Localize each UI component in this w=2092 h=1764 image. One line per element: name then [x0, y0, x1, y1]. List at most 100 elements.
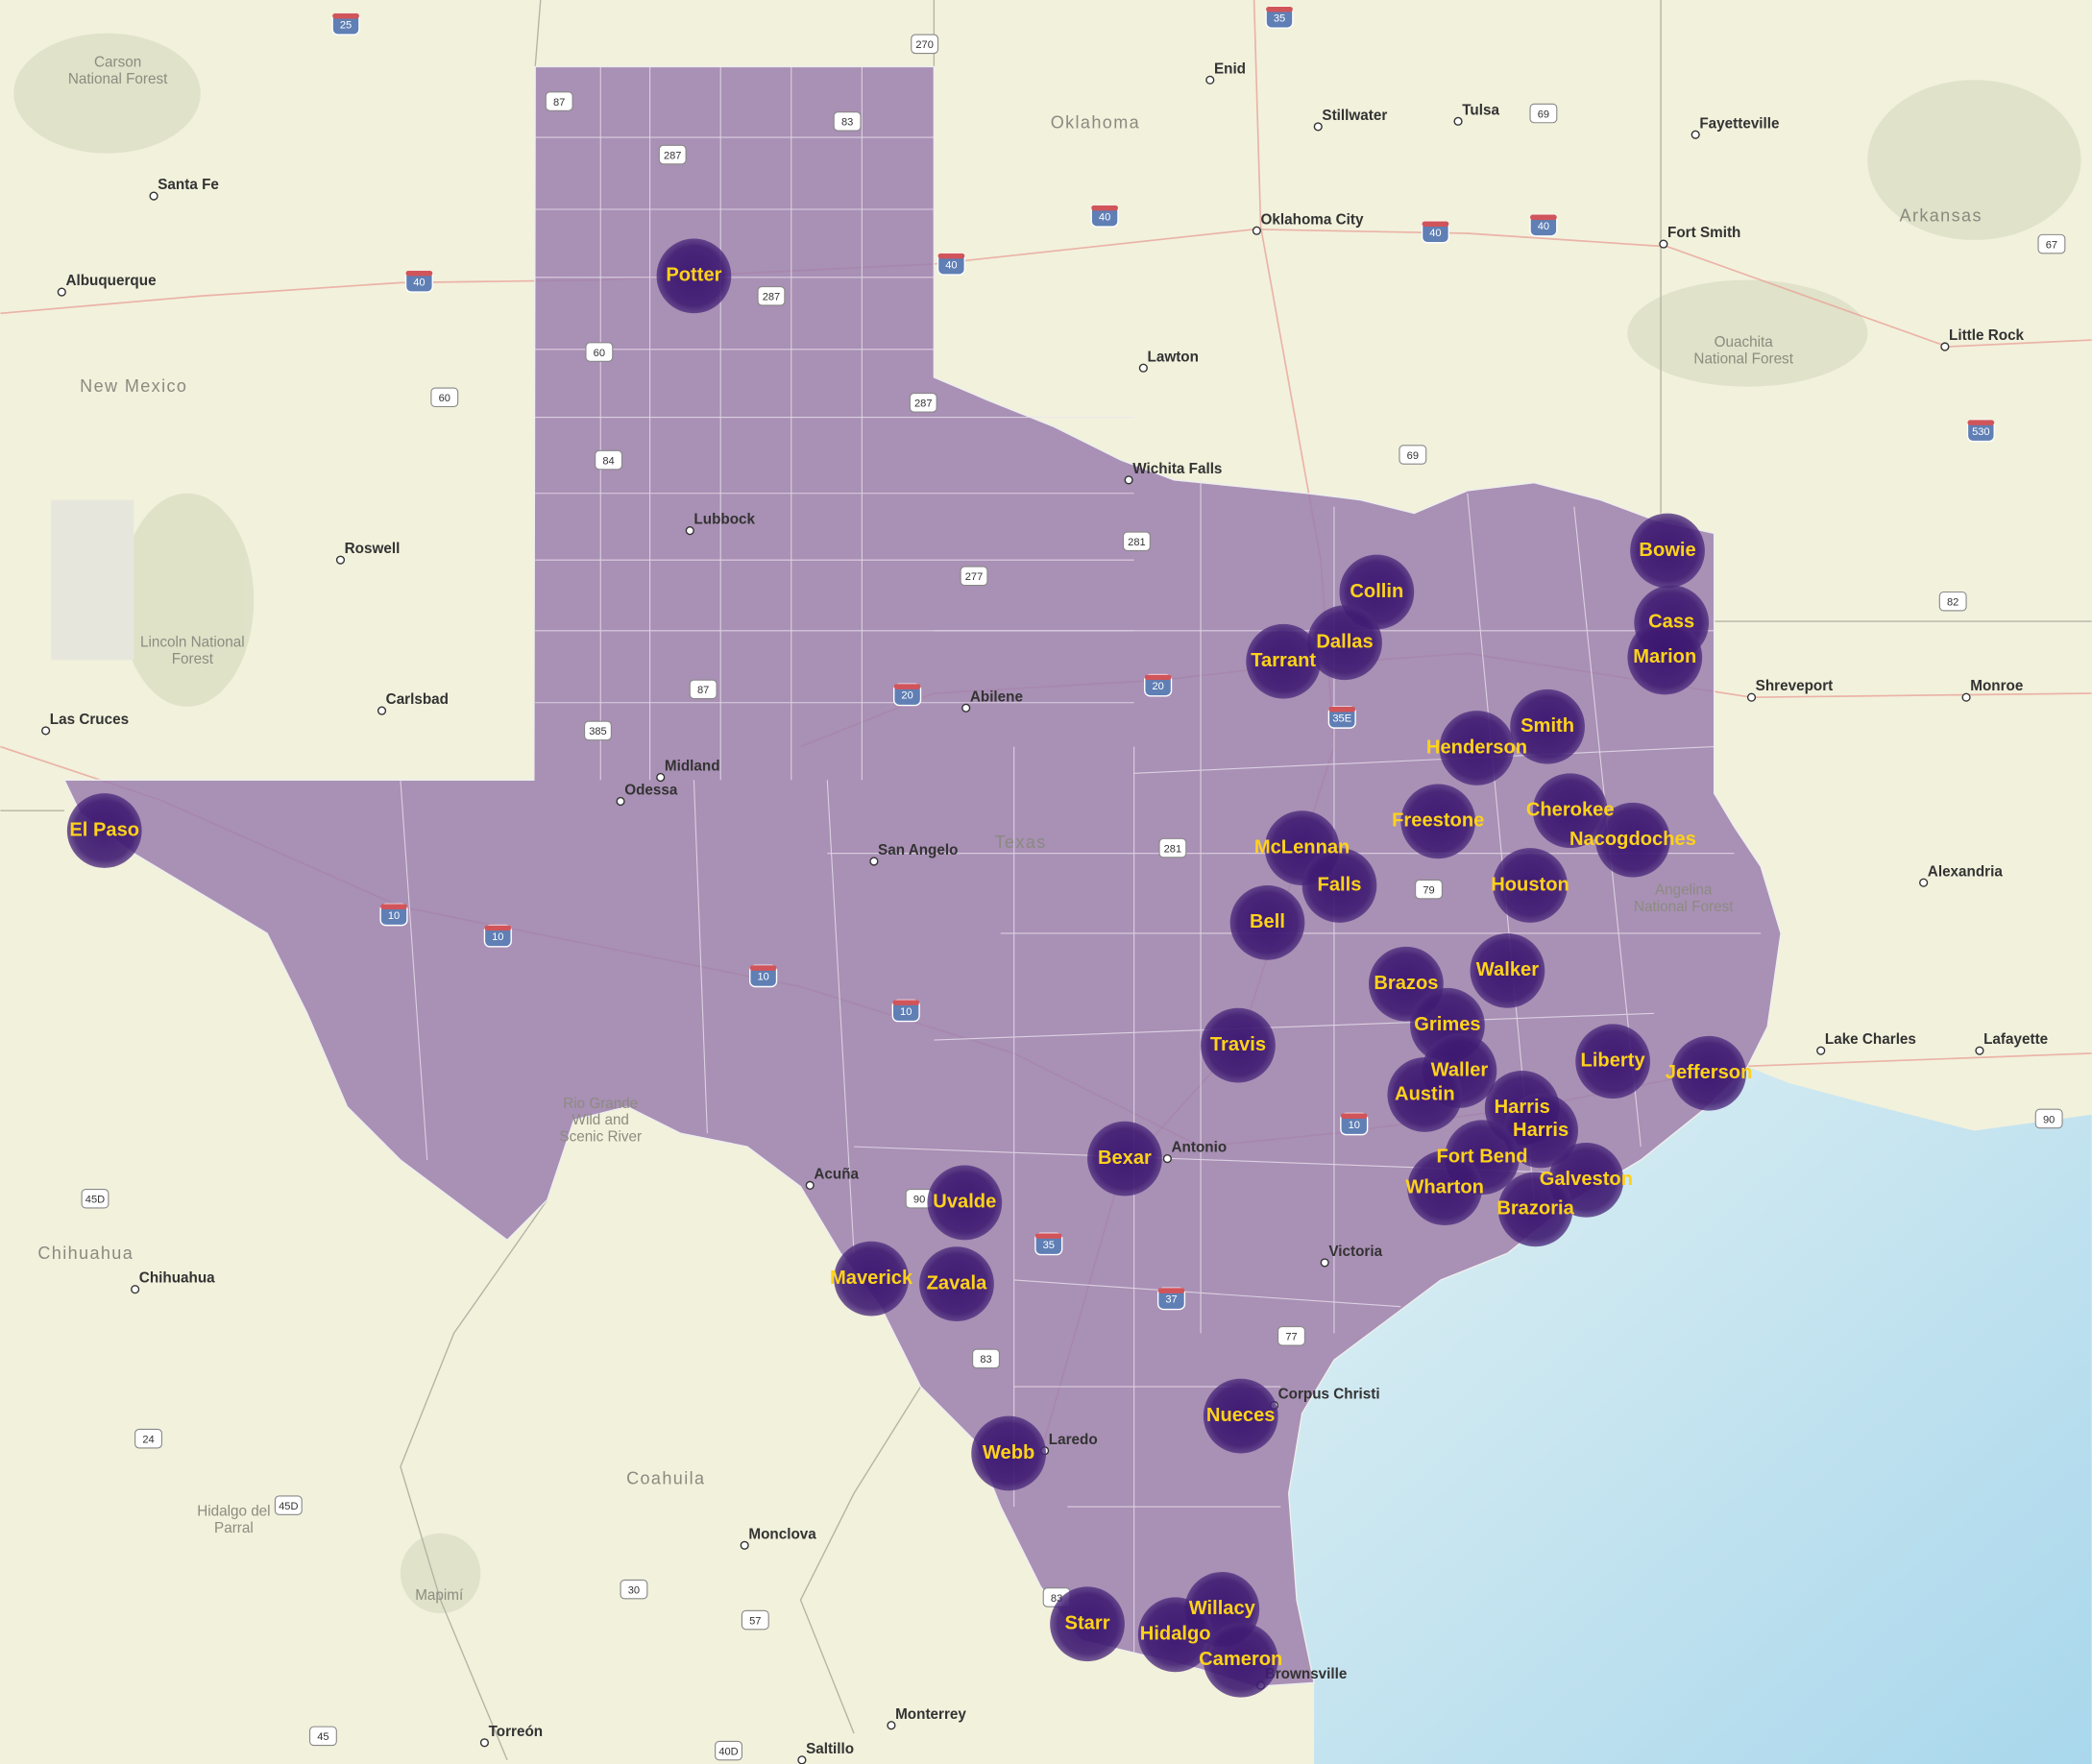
city-dot	[1313, 122, 1323, 132]
route-number: 24	[142, 1435, 154, 1446]
route-number: 20	[1152, 681, 1163, 692]
county-marker	[1203, 1378, 1278, 1454]
texas-region	[62, 65, 1782, 1688]
route-number: 40	[1429, 228, 1441, 239]
county-marker	[1307, 605, 1382, 681]
city-dot	[377, 706, 387, 715]
city-label: Antonio	[1172, 1140, 1228, 1156]
route-number: 69	[1407, 450, 1419, 462]
interstate-shield-top	[1967, 420, 1995, 425]
county-marker	[1203, 1622, 1278, 1698]
interstate-shield-top	[380, 904, 407, 909]
county-marker	[1627, 619, 1703, 695]
county-label: Liberty	[1581, 1051, 1646, 1072]
route-number: 30	[628, 1584, 640, 1596]
city-dot	[1975, 1046, 1984, 1055]
county-label: Brazoria	[1496, 1198, 1574, 1220]
route-number: 45D	[85, 1195, 105, 1206]
interstate-shield-top	[484, 925, 512, 931]
county-label: Houston	[1491, 874, 1569, 895]
place-label: Mapimí	[415, 1587, 464, 1604]
city-label: Stillwater	[1322, 108, 1387, 124]
city-dot	[1659, 239, 1668, 249]
city-label: Monterrey	[895, 1706, 966, 1723]
route-shield	[585, 342, 614, 362]
city-dot	[1138, 363, 1148, 373]
city-dot	[1320, 1258, 1329, 1268]
city-dot	[740, 1540, 749, 1550]
interstate-shield-top	[749, 965, 777, 971]
county-marker	[1630, 513, 1705, 589]
city-label: Fort Smith	[1667, 225, 1740, 241]
county-label: Waller	[1431, 1059, 1489, 1080]
route-number: 90	[2043, 1114, 2055, 1125]
city-label: Little Rock	[1949, 327, 2025, 344]
county-marker	[656, 238, 732, 314]
route-shield	[909, 393, 937, 413]
route-number: 79	[1423, 884, 1434, 896]
county-label: Travis	[1210, 1034, 1266, 1055]
city-label: Roswell	[345, 541, 401, 557]
region-label: New Mexico	[80, 376, 187, 396]
county-marker	[1246, 623, 1322, 699]
county-line	[934, 1012, 1655, 1041]
city-dot	[479, 1738, 490, 1748]
city-dot	[1205, 75, 1215, 85]
route-number: 87	[697, 685, 709, 696]
city-dot	[1816, 1046, 1826, 1055]
city-label: Lawton	[1148, 349, 1199, 365]
county-marker	[1229, 884, 1305, 960]
county-label: Potter	[666, 265, 721, 286]
city-dot	[656, 772, 666, 783]
route-number: 40D	[718, 1746, 738, 1757]
route-number: 287	[914, 399, 933, 410]
route-shield	[595, 449, 623, 471]
city-dot	[1940, 342, 1950, 351]
route-shield	[308, 1726, 337, 1747]
interstate-shield-top	[1157, 1288, 1185, 1293]
region-label: Oklahoma	[1051, 112, 1140, 132]
region-label: Texas	[995, 833, 1047, 852]
route-shield	[960, 566, 988, 587]
route-shield	[715, 1740, 742, 1761]
city-dot	[1691, 130, 1700, 139]
interstate-shield-top	[405, 270, 433, 277]
route-number: 83	[980, 1354, 991, 1365]
route-number: 45D	[279, 1501, 298, 1512]
county-label: Dallas	[1316, 632, 1373, 653]
route-shield	[911, 34, 939, 55]
city-label: Monroe	[1970, 678, 2023, 694]
county-label: Galveston	[1540, 1169, 1633, 1190]
route-shield	[1122, 531, 1151, 552]
county-label: Smith	[1520, 715, 1574, 737]
county-label: Nacogdoches	[1569, 829, 1696, 850]
route-shield	[1399, 445, 1427, 465]
route-shield	[689, 679, 718, 700]
county-marker	[1137, 1597, 1213, 1673]
city-dot	[1453, 116, 1463, 126]
county-label: Grimes	[1414, 1014, 1480, 1035]
place-label: Parral	[214, 1520, 254, 1536]
route-number: 35E	[1332, 713, 1351, 724]
county-marker	[1532, 773, 1608, 849]
route-number: 530	[1972, 426, 1990, 438]
interstate-shield-top	[1328, 706, 1356, 713]
route-shield	[274, 1495, 303, 1515]
city-label: Monclova	[748, 1526, 816, 1542]
county-label: Austin	[1395, 1083, 1455, 1104]
city-label: Acuña	[814, 1166, 859, 1182]
route-number: 10	[1349, 1120, 1360, 1131]
route-number: 10	[900, 1006, 912, 1018]
city-dot	[869, 857, 879, 866]
city-dot	[1252, 226, 1261, 235]
city-label: Carlsbad	[386, 691, 449, 708]
city-label: Abilene	[970, 689, 1023, 705]
county-marker	[971, 1415, 1046, 1491]
city-label: Alexandria	[1928, 863, 2004, 880]
route-number: 40	[1538, 221, 1549, 232]
county-label: Falls	[1318, 874, 1362, 895]
county-marker	[1575, 1024, 1650, 1099]
route-number: 87	[553, 97, 565, 109]
interstate-shield-top	[892, 1000, 920, 1005]
